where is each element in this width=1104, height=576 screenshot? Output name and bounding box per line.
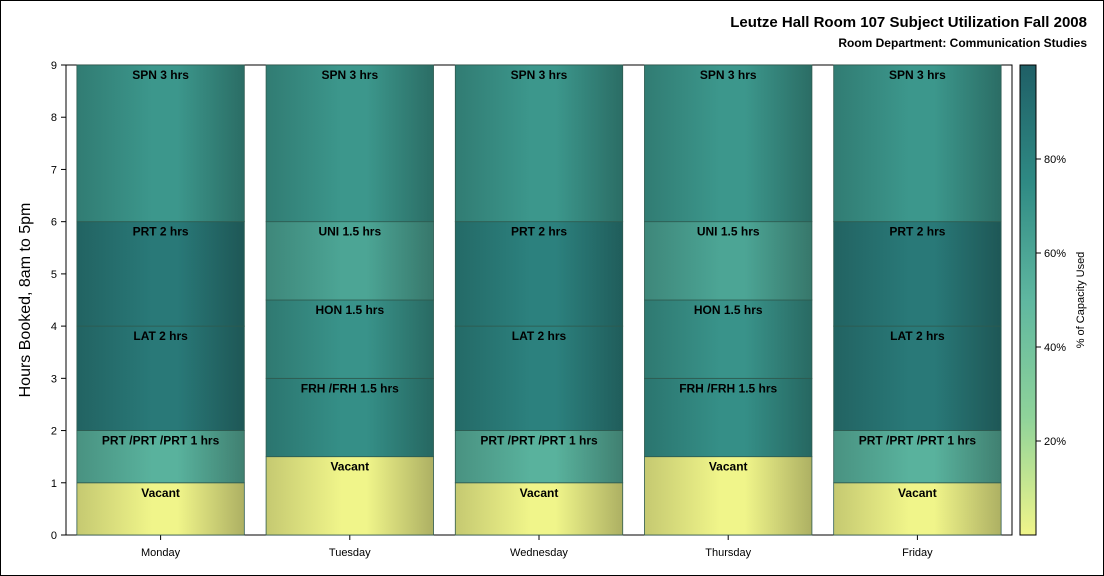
bar-segment — [454, 325, 624, 431]
y-tick-label: 9 — [51, 60, 57, 72]
bar-segment — [833, 221, 1002, 327]
bar-segment — [265, 456, 434, 536]
y-tick-label: 2 — [51, 426, 57, 438]
y-tick-label: 7 — [51, 164, 57, 176]
bar-segment — [265, 377, 434, 458]
segment-label: PRT 2 hrs — [889, 225, 945, 239]
segment-label: FRH /FRH 1.5 hrs — [301, 381, 399, 395]
color-scale-tick-label: 20% — [1044, 436, 1066, 448]
segment-label: Vacant — [520, 486, 559, 500]
segment-label: LAT 2 hrs — [890, 329, 945, 343]
x-axis: Monday Tuesday Wednesday Thursday Friday — [141, 535, 933, 559]
bar-friday: Vacant PRT /PRT /PRT 1 hrs LAT 2 hrs PRT 2 … — [833, 64, 1002, 536]
bar-segment — [265, 221, 434, 301]
color-scale-legend: 20% 40% 60% 80% — [1019, 64, 1066, 536]
y-tick-label: 5 — [51, 269, 57, 281]
bar-segment — [76, 430, 245, 484]
bar-segment — [76, 482, 245, 536]
segment-label: PRT 2 hrs — [511, 225, 567, 239]
bar-segment — [644, 221, 813, 301]
bar-segment — [454, 430, 624, 484]
bar-wednesday: Vacant PRT /PRT /PRT 1 hrs LAT 2 hrs PRT 2 … — [454, 64, 624, 536]
bar-segment — [76, 221, 245, 327]
segment-label: HON 1.5 hrs — [694, 303, 763, 317]
bar-segment — [454, 221, 624, 327]
segment-label: SPN 3 hrs — [511, 68, 568, 82]
segment-label: SPN 3 hrs — [321, 68, 378, 82]
segment-label: HON 1.5 hrs — [315, 303, 384, 317]
y-axis-label: Hours Booked, 8am to 5pm — [17, 203, 34, 398]
bar-thursday: Vacant FRH /FRH 1.5 hrs HON 1.5 hrs UNI 1.5… — [644, 64, 813, 536]
segment-label: SPN 3 hrs — [132, 68, 189, 82]
bar-tuesday: Vacant FRH /FRH 1.5 hrs HON 1.5 hrs UNI 1.5… — [265, 64, 434, 536]
y-tick-label: 1 — [51, 478, 57, 490]
segment-label: UNI 1.5 hrs — [318, 225, 381, 239]
segment-label: PRT /PRT /PRT 1 hrs — [480, 434, 598, 448]
segment-label: SPN 3 hrs — [700, 68, 757, 82]
y-tick-label: 6 — [51, 217, 57, 229]
bar-segment — [833, 482, 1002, 536]
bar-segment — [644, 456, 813, 536]
chart-subtitle: Room Department: Communication Studies — [838, 36, 1087, 50]
bar-monday: Vacant PRT /PRT /PRT 1 hrs LAT 2 hrs PRT 2 … — [76, 64, 245, 536]
color-scale-tick-label: 40% — [1044, 342, 1066, 354]
y-axis: 0 1 2 3 4 5 6 7 8 9 — [51, 60, 66, 542]
color-scale-tick-label: 60% — [1044, 248, 1066, 260]
segment-label: Vacant — [330, 460, 369, 474]
bar-segment — [76, 325, 245, 431]
bar-segment — [833, 325, 1002, 431]
segment-label: UNI 1.5 hrs — [697, 225, 760, 239]
segment-label: PRT /PRT /PRT 1 hrs — [859, 434, 977, 448]
bar-segment — [265, 64, 434, 223]
segment-label: PRT 2 hrs — [133, 225, 189, 239]
segment-label: FRH /FRH 1.5 hrs — [679, 381, 777, 395]
x-tick-label: Friday — [902, 547, 933, 559]
segment-label: PRT /PRT /PRT 1 hrs — [102, 434, 220, 448]
bar-segment — [76, 64, 245, 223]
bar-segment — [833, 64, 1002, 223]
x-tick-label: Monday — [141, 547, 181, 559]
y-tick-label: 8 — [51, 112, 57, 124]
bar-segment — [454, 482, 624, 536]
segment-label: LAT 2 hrs — [512, 329, 567, 343]
y-tick-label: 4 — [51, 321, 57, 333]
segment-label: Vacant — [709, 460, 748, 474]
segment-label: Vacant — [898, 486, 937, 500]
segment-label: LAT 2 hrs — [133, 329, 188, 343]
segment-label: Vacant — [141, 486, 180, 500]
x-tick-label: Thursday — [705, 547, 751, 559]
y-tick-label: 0 — [51, 530, 57, 542]
color-scale-label: % of Capacity Used — [1075, 252, 1087, 349]
color-scale-bar — [1019, 64, 1037, 536]
bar-segment — [265, 299, 434, 379]
color-scale-tick-label: 80% — [1044, 154, 1066, 166]
bar-segment — [644, 377, 813, 458]
y-tick-label: 3 — [51, 373, 57, 385]
x-tick-label: Tuesday — [329, 547, 371, 559]
bar-segment — [454, 64, 624, 223]
bars: Vacant PRT /PRT /PRT 1 hrs LAT 2 hrs PRT 2 … — [76, 64, 1002, 536]
chart-title: Leutze Hall Room 107 Subject Utilization… — [730, 14, 1087, 31]
segment-label: SPN 3 hrs — [889, 68, 946, 82]
bar-segment — [644, 64, 813, 223]
bar-segment — [833, 430, 1002, 484]
x-tick-label: Wednesday — [510, 547, 568, 559]
bar-segment — [644, 299, 813, 379]
